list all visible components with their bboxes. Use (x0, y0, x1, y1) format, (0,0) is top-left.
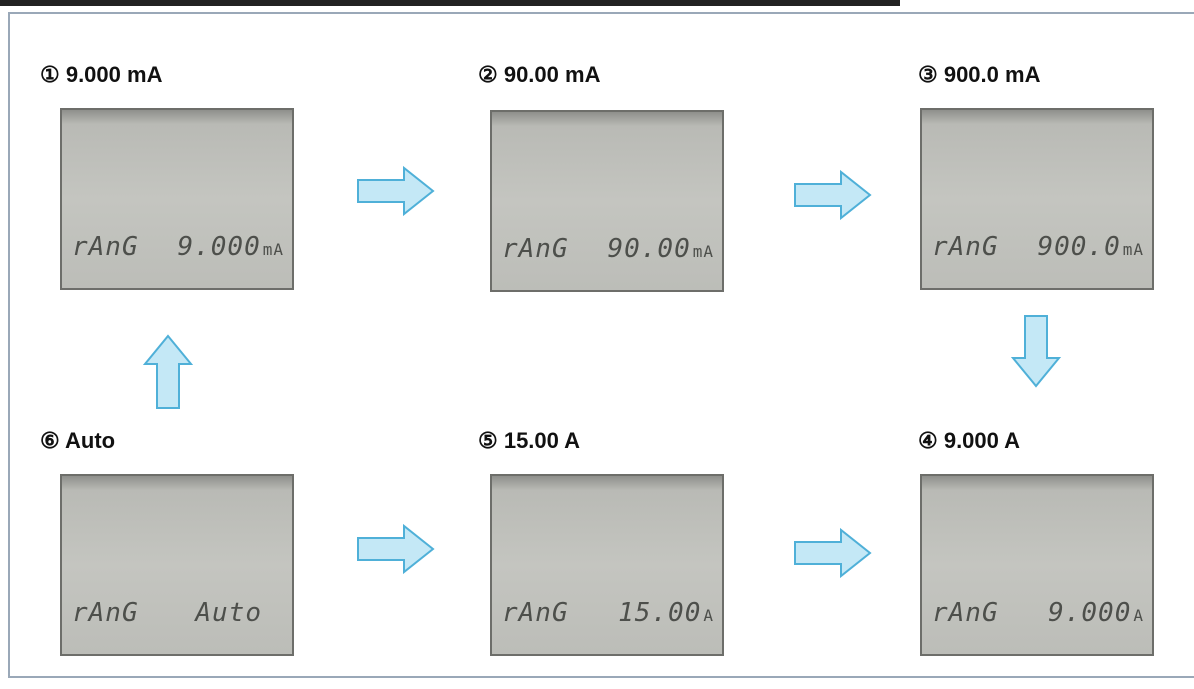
lcd-unit: mA (692, 242, 714, 261)
panel-label: ① 9.000 mA (40, 62, 163, 87)
lcd-text: rAnG (932, 598, 999, 628)
lcd-value: 900.0 (1037, 232, 1121, 262)
panel-label: ⑤ 15.00 A (478, 428, 581, 453)
lcd: rAnG 900.0 mA (920, 108, 1154, 290)
arrow-right (794, 169, 872, 221)
lcd-unit: mA (262, 240, 284, 259)
lcd-unit: A (1133, 606, 1144, 625)
lcd-reading: 900.0 mA (1037, 232, 1144, 262)
lcd: rAnG 15.00 A (490, 474, 724, 656)
lcd-reading: 9.000 A (1048, 598, 1144, 628)
panel-label: ⑥ Auto (40, 428, 116, 453)
lcd-unit: mA (1122, 240, 1144, 259)
arrow-down (1010, 315, 1062, 388)
lcd: rAnG Auto (60, 474, 294, 656)
cropped-heading (0, 0, 900, 6)
lcd-unit: A (703, 606, 714, 625)
lcd-text: rAnG (502, 234, 569, 264)
lcd-value: 90.00 (607, 234, 691, 264)
panel-label: ④ 9.000 A (918, 428, 1021, 453)
lcd-text: rAnG (72, 598, 139, 628)
lcd-value: Auto (195, 598, 262, 628)
frame (8, 12, 1194, 678)
lcd: rAnG 9.000 A (920, 474, 1154, 656)
lcd-text: rAnG (72, 232, 139, 262)
lcd: rAnG 9.000 mA (60, 108, 294, 290)
lcd-value: 9.000 (1048, 598, 1132, 628)
panel-label: ② 90.00 mA (478, 62, 601, 87)
lcd-text: rAnG (932, 232, 999, 262)
arrow-up (142, 334, 194, 409)
arrow-right (357, 523, 435, 575)
lcd: rAnG 90.00 mA (490, 110, 724, 292)
lcd-reading: 90.00 mA (607, 234, 714, 264)
panel-label: ③ 900.0 mA (918, 62, 1041, 87)
lcd-value: 15.00 (618, 598, 702, 628)
arrow-right (357, 165, 435, 217)
arrow-right (794, 527, 872, 579)
lcd-value: 9.000 (177, 232, 261, 262)
lcd-reading: 9.000 mA (177, 232, 284, 262)
lcd-text: rAnG (502, 598, 569, 628)
lcd-reading: 15.00 A (618, 598, 714, 628)
